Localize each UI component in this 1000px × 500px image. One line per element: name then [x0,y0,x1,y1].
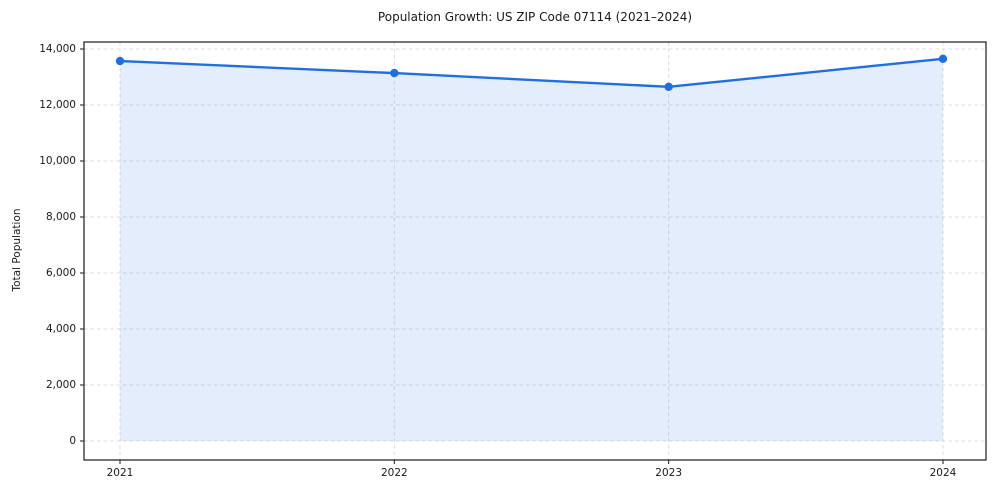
plot-area [80,41,987,464]
data-point-marker [390,68,399,78]
y-tick-label: 4,000 [45,323,76,335]
data-line [118,57,945,88]
y-tick-label: 12,000 [39,99,76,111]
y-tick-label: 6,000 [45,267,76,279]
data-point-marker [938,54,948,63]
x-tick-label: 2023 [655,467,683,479]
line-chart-canvas [80,41,987,464]
x-tick-label: 2021 [106,467,134,479]
x-tick-label: 2022 [380,467,408,479]
chart-title: Population Growth: US ZIP Code 07114 (20… [377,10,693,24]
y-tick-label: 0 [69,435,76,447]
y-tick-label: 8,000 [45,211,76,223]
y-tick-label: 10,000 [39,155,76,167]
axis-frame [83,41,987,461]
y-tick-label: 14,000 [39,43,76,55]
y-tick-label: 2,000 [45,379,76,391]
y-axis-title: Total Population [11,208,23,292]
data-point-marker [664,82,673,91]
x-tick-label: 2024 [929,467,957,479]
data-point-marker [115,56,125,66]
area-fill [120,58,943,442]
